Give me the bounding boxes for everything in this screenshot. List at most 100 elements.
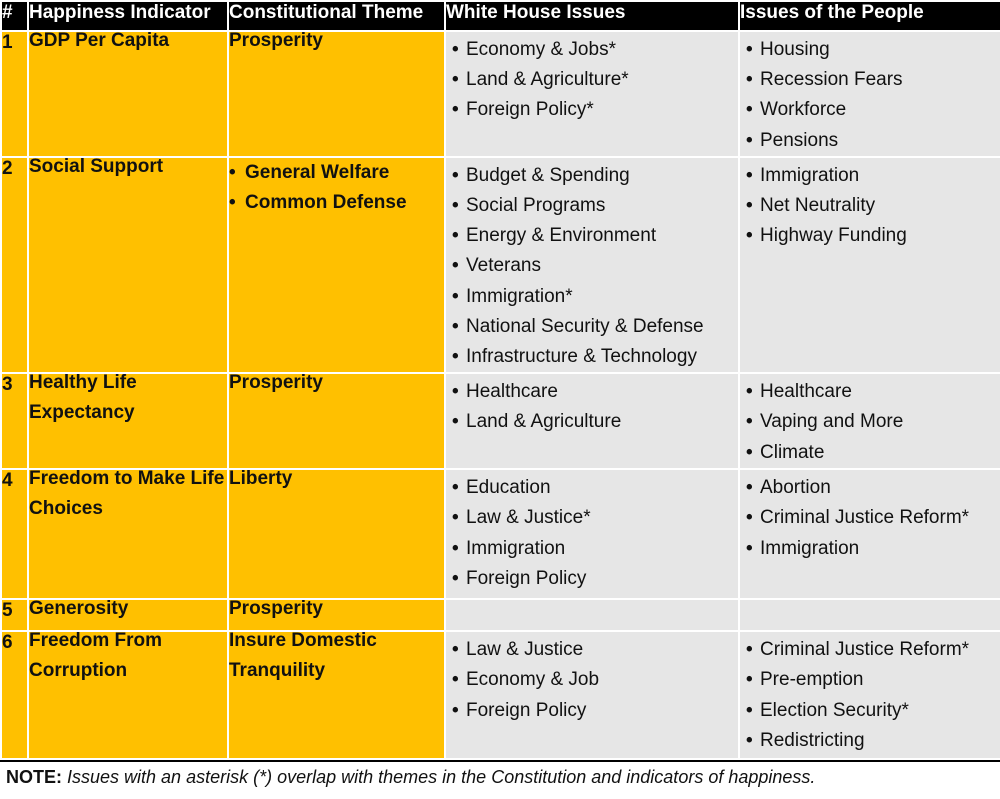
theme-text: Prosperity xyxy=(229,372,323,394)
issue-item: Election Security* xyxy=(746,696,998,726)
happiness-indicator-cell: Freedom From Corruption xyxy=(27,630,229,761)
people-issues-list: ImmigrationNet NeutralityHighway Funding xyxy=(740,161,1000,252)
issue-item: Education xyxy=(452,473,736,503)
white-house-issues-cell: Law & JusticeEconomy & JobForeign Policy xyxy=(444,630,740,761)
issue-item: Workforce xyxy=(746,95,998,125)
white-house-issues-cell: Economy & Jobs*Land & Agriculture*Foreig… xyxy=(444,30,740,158)
constitutional-theme-cell: Liberty xyxy=(227,468,446,601)
people-issues-list: AbortionCriminal Justice Reform*Immigrat… xyxy=(740,473,1000,564)
issue-item: Recession Fears xyxy=(746,65,998,95)
issue-item: Economy & Jobs* xyxy=(452,35,736,65)
issue-item: Criminal Justice Reform* xyxy=(746,503,998,533)
theme-item: General Welfare xyxy=(229,158,444,188)
happiness-indicator-cell: Healthy Life Expectancy xyxy=(27,372,229,471)
happiness-indicator-text: Freedom From Corruption xyxy=(29,630,163,682)
issue-item: Pensions xyxy=(746,126,998,156)
happiness-indicator-text: Social Support xyxy=(29,155,164,177)
white-house-issues-list: Law & JusticeEconomy & JobForeign Policy xyxy=(446,635,738,726)
white-house-issues-cell: EducationLaw & Justice*ImmigrationForeig… xyxy=(444,468,740,601)
issue-item: Housing xyxy=(746,35,998,65)
people-issues-list: HousingRecession FearsWorkforcePensions xyxy=(740,35,1000,156)
issue-item: Net Neutrality xyxy=(746,191,998,221)
issue-item: Social Programs xyxy=(452,191,736,221)
row-number: 4 xyxy=(0,468,29,601)
issue-item: National Security & Defense xyxy=(452,312,736,342)
people-issues-cell: Criminal Justice Reform*Pre-emptionElect… xyxy=(738,630,1000,761)
people-issues-cell: AbortionCriminal Justice Reform*Immigrat… xyxy=(738,468,1000,601)
constitutional-theme-cell: Prosperity xyxy=(227,30,446,158)
issue-item: Law & Justice* xyxy=(452,503,736,533)
issue-item: Healthcare xyxy=(746,377,998,407)
white-house-issues-cell: HealthcareLand & Agriculture xyxy=(444,372,740,471)
constitutional-theme-cell: Prosperity xyxy=(227,598,446,633)
header-number: # xyxy=(0,0,29,32)
issue-item: Infrastructure & Technology xyxy=(452,342,736,372)
issue-item: Economy & Job xyxy=(452,665,736,695)
constitutional-theme-cell: Prosperity xyxy=(227,372,446,471)
people-issues-cell: ImmigrationNet NeutralityHighway Funding xyxy=(738,155,1000,375)
theme-text: Insure Domestic Tranquility xyxy=(229,630,377,682)
issue-item: Abortion xyxy=(746,473,998,503)
issue-item: Redistricting xyxy=(746,726,998,756)
happiness-indicator-cell: GDP Per Capita xyxy=(27,30,229,158)
issue-item: Immigration* xyxy=(452,282,736,312)
white-house-issues-cell: Budget & SpendingSocial ProgramsEnergy &… xyxy=(444,155,740,375)
happiness-indicator-cell: Freedom to Make Life Choices xyxy=(27,468,229,601)
issue-item: Budget & Spending xyxy=(452,161,736,191)
note-label: NOTE: xyxy=(6,767,62,788)
row-number: 3 xyxy=(0,372,29,471)
header-white-house-issues: White House Issues xyxy=(444,0,740,32)
white-house-issues-list: HealthcareLand & Agriculture xyxy=(446,377,738,437)
issue-item: Immigration xyxy=(746,161,998,191)
happiness-indicator-text: Healthy Life Expectancy xyxy=(29,372,137,424)
issue-item: Land & Agriculture xyxy=(452,407,736,437)
issue-item: Foreign Policy xyxy=(452,696,736,726)
issue-item: Vaping and More xyxy=(746,407,998,437)
note-text: Issues with an asterisk (*) overlap with… xyxy=(67,767,816,788)
issues-table: # Happiness Indicator Constitutional The… xyxy=(0,0,1000,760)
header-issues-of-the-people: Issues of the People xyxy=(738,0,1000,32)
theme-item: Common Defense xyxy=(229,188,444,218)
header-row: # Happiness Indicator Constitutional The… xyxy=(0,0,1000,32)
issue-item: Immigration xyxy=(746,534,998,564)
happiness-indicator-cell: Social Support xyxy=(27,155,229,375)
issue-item: Law & Justice xyxy=(452,635,736,665)
table-row: 6 Freedom From Corruption Insure Domestic … xyxy=(0,630,1000,761)
issue-item: Energy & Environment xyxy=(452,221,736,251)
happiness-indicator-text: GDP Per Capita xyxy=(29,30,170,51)
theme-list: General WelfareCommon Defense xyxy=(229,158,444,218)
issue-item: Land & Agriculture* xyxy=(452,65,736,95)
issue-item: Immigration xyxy=(452,534,736,564)
table-row: 5 Generosity Prosperity xyxy=(0,598,1000,633)
issue-item: Climate xyxy=(746,438,998,468)
row-number: 5 xyxy=(0,598,29,633)
people-issues-cell xyxy=(738,598,1000,633)
row-number: 1 xyxy=(0,30,29,158)
theme-text: Prosperity xyxy=(229,598,323,620)
issue-item: Foreign Policy* xyxy=(452,95,736,125)
header-happiness-indicator: Happiness Indicator xyxy=(27,0,229,32)
issue-item: Veterans xyxy=(452,251,736,281)
theme-text: Prosperity xyxy=(229,30,323,51)
header-constitutional-theme: Constitutional Theme xyxy=(227,0,446,32)
people-issues-cell: HealthcareVaping and MoreClimate xyxy=(738,372,1000,471)
row-number: 6 xyxy=(0,630,29,761)
happiness-indicator-cell: Generosity xyxy=(27,598,229,633)
issue-item: Criminal Justice Reform* xyxy=(746,635,998,665)
constitutional-theme-cell: General WelfareCommon Defense xyxy=(227,155,446,375)
people-issues-list: Criminal Justice Reform*Pre-emptionElect… xyxy=(740,635,1000,756)
white-house-issues-list: Budget & SpendingSocial ProgramsEnergy &… xyxy=(446,161,738,372)
table-note: NOTE: Issues with an asterisk (*) overla… xyxy=(0,760,1000,794)
white-house-issues-list: Economy & Jobs*Land & Agriculture*Foreig… xyxy=(446,35,738,126)
issue-item: Highway Funding xyxy=(746,221,998,251)
people-issues-cell: HousingRecession FearsWorkforcePensions xyxy=(738,30,1000,158)
people-issues-list: HealthcareVaping and MoreClimate xyxy=(740,377,1000,468)
row-number: 2 xyxy=(0,155,29,375)
white-house-issues-list: EducationLaw & Justice*ImmigrationForeig… xyxy=(446,473,738,594)
